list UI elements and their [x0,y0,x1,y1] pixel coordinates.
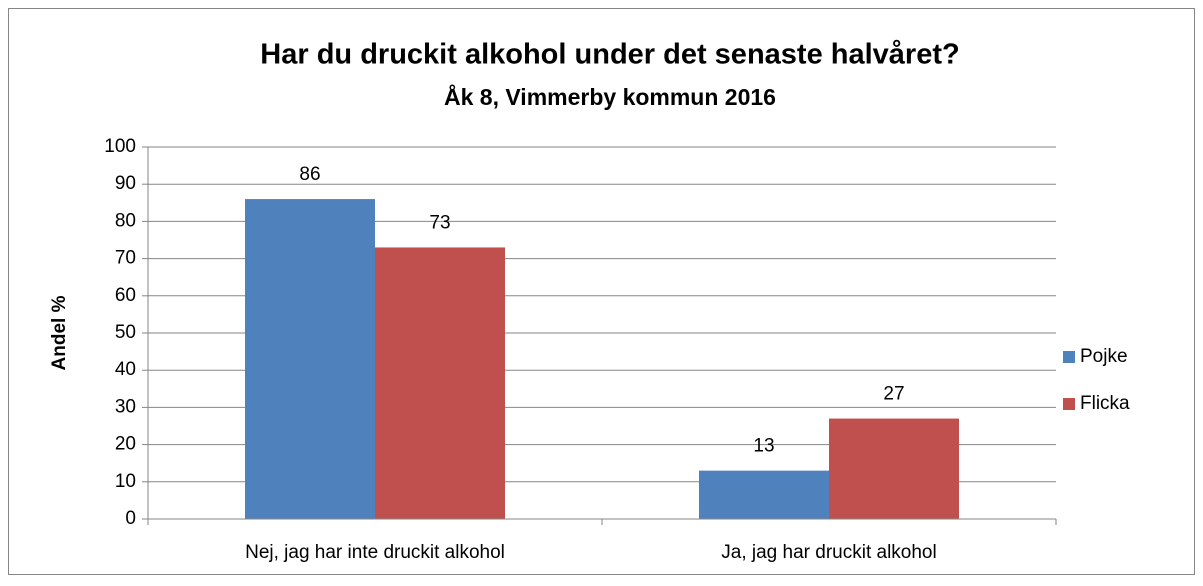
data-label: 13 [753,436,774,457]
chart-border [8,8,1195,575]
bar [829,418,959,519]
bar [699,470,829,519]
data-label: 73 [429,212,450,233]
x-tick-label: Nej, jag har inte druckit alkohol [245,542,505,563]
bar [245,199,375,519]
y-tick-label: 10 [115,471,136,492]
y-tick-label: 50 [115,322,136,343]
data-label: 27 [883,384,904,405]
chart-title: Har du druckit alkohol under det senaste… [260,39,959,71]
y-axis-label: Andel % [49,295,70,370]
bar [375,247,505,519]
y-tick-label: 100 [104,136,136,157]
y-tick-label: 70 [115,248,136,269]
data-label: 86 [299,164,320,185]
y-tick-label: 60 [115,285,136,306]
legend-swatch [1063,351,1075,363]
legend-label: Pojke [1080,346,1128,367]
legend-swatch [1063,398,1075,410]
y-tick-label: 0 [125,508,136,529]
y-tick-label: 80 [115,210,136,231]
y-tick-label: 40 [115,359,136,380]
x-tick-label: Ja, jag har druckit alkohol [721,542,936,563]
chart-subtitle: Åk 8, Vimmerby kommun 2016 [444,83,776,110]
y-tick-label: 90 [115,173,136,194]
y-tick-label: 20 [115,434,136,455]
legend-label: Flicka [1080,393,1130,414]
y-tick-label: 30 [115,396,136,417]
